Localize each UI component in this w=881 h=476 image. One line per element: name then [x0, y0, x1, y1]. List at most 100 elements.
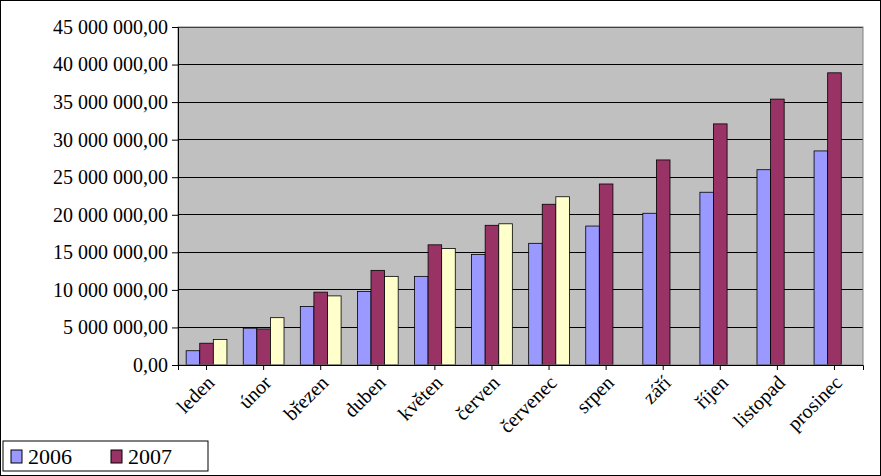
y-tick-mark — [172, 215, 178, 216]
bar — [656, 160, 670, 365]
series-bars — [200, 73, 842, 365]
legend-label: 2006 — [28, 444, 72, 469]
x-tick: duben — [339, 365, 389, 421]
y-tick: 45 000 000,00 — [53, 16, 178, 38]
y-tick-label: 20 000 000,00 — [53, 204, 168, 226]
x-tick-label: srpen — [572, 371, 619, 418]
bar — [472, 255, 486, 365]
bar — [357, 291, 371, 365]
x-tick-mark — [834, 365, 835, 370]
grid — [178, 27, 863, 365]
y-tick-mark — [172, 252, 178, 253]
bar — [586, 226, 600, 365]
plot: 0,005 000 000,0010 000 000,0015 000 000,… — [53, 16, 864, 437]
grid-line — [178, 102, 863, 103]
y-tick-label: 30 000 000,00 — [53, 129, 168, 151]
bar — [243, 328, 257, 365]
y-tick-label: 45 000 000,00 — [53, 16, 168, 38]
x-tick-mark — [377, 365, 378, 370]
plot-background — [178, 27, 863, 365]
plot-frame — [178, 27, 863, 365]
x-tick-mark — [720, 365, 721, 370]
x-tick-label: listopad — [729, 371, 790, 432]
y-tick: 25 000 000,00 — [53, 166, 178, 188]
legend-swatch — [111, 450, 122, 463]
bar — [200, 343, 214, 365]
legend-box — [3, 441, 208, 471]
x-tick-mark — [606, 365, 607, 370]
y-tick: 5 000 000,00 — [63, 316, 178, 338]
y-tick-label: 25 000 000,00 — [53, 166, 168, 188]
x-tick: únor — [234, 365, 276, 413]
legend: 2006 2007 — [3, 441, 208, 471]
x-tick-mark — [320, 365, 321, 370]
bar — [186, 351, 200, 365]
x-tick: prosinec — [783, 365, 847, 435]
y-tick: 10 000 000,00 — [53, 279, 178, 301]
y-tick-mark — [172, 290, 178, 291]
y-tick-mark — [172, 177, 178, 178]
x-tick-label: prosinec — [783, 371, 847, 435]
bar — [499, 224, 513, 365]
y-tick-label: 35 000 000,00 — [53, 91, 168, 113]
x-tick-label: duben — [339, 371, 389, 421]
legend-swatch — [11, 450, 22, 463]
x-tick-mark — [777, 365, 778, 370]
x-axis: leden únorbřezendubenkvětenčervenčervenec… — [172, 365, 863, 437]
grid-line — [178, 64, 863, 65]
bar — [757, 170, 771, 365]
x-tick-label: říjen — [691, 371, 733, 413]
y-tick-mark — [172, 65, 178, 66]
bar — [314, 292, 328, 365]
legend-entry: 2007 — [111, 444, 172, 469]
bar — [300, 306, 314, 365]
bar — [599, 184, 613, 365]
bar — [485, 225, 499, 365]
chart: 0,005 000 000,0010 000 000,0015 000 000,… — [0, 0, 881, 476]
x-tick: červenec — [495, 365, 561, 437]
x-tick: leden — [172, 365, 218, 417]
y-tick: 30 000 000,00 — [53, 129, 178, 151]
bar — [213, 339, 227, 365]
chart-border — [1, 1, 881, 476]
y-tick: 40 000 000,00 — [53, 53, 178, 75]
x-tick-mark — [663, 365, 664, 370]
y-tick: 15 000 000,00 — [53, 241, 178, 263]
x-tick-label: únor — [234, 371, 276, 413]
y-tick: 35 000 000,00 — [53, 91, 178, 113]
bar — [814, 151, 828, 365]
y-axis-line — [172, 28, 179, 366]
x-tick-mark — [206, 365, 207, 370]
y-tick-mark — [172, 102, 178, 103]
grid-line — [178, 139, 863, 140]
x-tick: březen — [279, 365, 332, 424]
bar — [270, 318, 284, 365]
y-tick-label: 15 000 000,00 — [53, 241, 168, 263]
x-tick-label: září — [638, 371, 675, 408]
legend-label: 2007 — [128, 444, 172, 469]
bar — [556, 197, 570, 365]
bar — [700, 192, 714, 365]
bar — [771, 99, 785, 365]
bar — [828, 73, 842, 365]
x-tick: listopad — [729, 365, 790, 432]
x-tick: květen — [393, 365, 446, 424]
series-bars — [213, 197, 569, 365]
bar — [428, 245, 442, 365]
y-tick-mark — [172, 140, 178, 141]
y-tick-label: 10 000 000,00 — [53, 279, 168, 301]
x-tick-label: červenec — [495, 371, 561, 437]
series-bars — [186, 151, 828, 365]
y-tick-label: 40 000 000,00 — [53, 53, 168, 75]
x-tick-mark — [491, 365, 492, 370]
x-tick: říjen — [691, 365, 733, 413]
y-tick-mark — [172, 365, 178, 366]
bar — [414, 276, 428, 365]
bar — [643, 213, 657, 365]
x-tick-mark — [549, 365, 550, 370]
x-tick-label: březen — [279, 371, 332, 424]
x-tick-label: leden — [172, 371, 218, 417]
x-tick-label: červen — [450, 371, 503, 424]
y-tick-mark — [172, 27, 178, 28]
bars — [186, 73, 841, 365]
